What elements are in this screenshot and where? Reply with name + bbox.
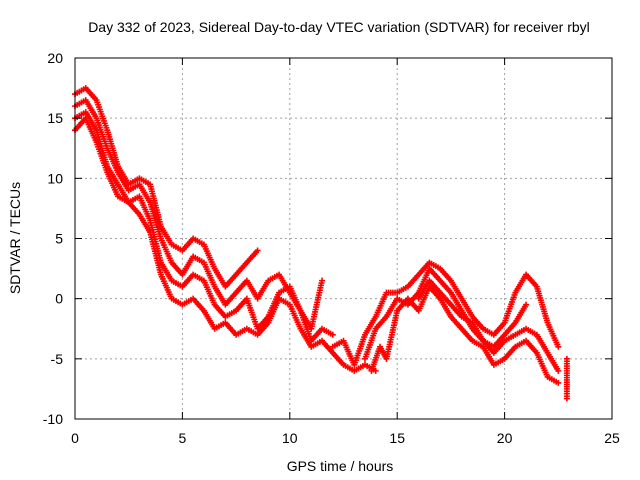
x-tick-label: 20 [497,430,513,446]
data-point [523,301,530,308]
series-track-4 [72,115,379,374]
x-axis-label: GPS time / hours [287,458,394,474]
x-tick-label: 5 [179,430,187,446]
data-point [329,331,336,338]
x-tick-label: 10 [282,430,298,446]
y-tick-label: 5 [55,231,63,247]
axis-ticks: 0 5 10 15 20 25 -10 -5 0 5 10 15 20 [43,50,620,446]
chart-title: Day 332 of 2023, Sidereal Day-to-day VTE… [88,19,590,35]
data-point [555,379,562,386]
data-point [555,343,562,350]
y-tick-label: -10 [43,411,63,427]
series-track-1 [72,85,261,290]
series-track-8 [415,277,530,350]
x-tick-label: 25 [604,430,620,446]
y-tick-label: -5 [51,351,64,367]
x-tick-label: 15 [389,430,405,446]
series-track-9 [563,355,570,402]
y-tick-label: 10 [47,170,63,186]
x-tick-label: 0 [71,430,79,446]
series-track-5 [329,259,562,368]
data-point [319,277,326,284]
data-point [555,367,562,374]
y-axis-label: SDTVAR / TECUs [7,182,23,294]
data-point [563,395,570,402]
y-tick-label: 0 [55,291,63,307]
y-tick-label: 20 [47,50,63,66]
y-tick-label: 15 [47,110,63,126]
data-points [72,85,570,402]
series-track-7 [368,283,562,386]
data-point [254,247,261,254]
